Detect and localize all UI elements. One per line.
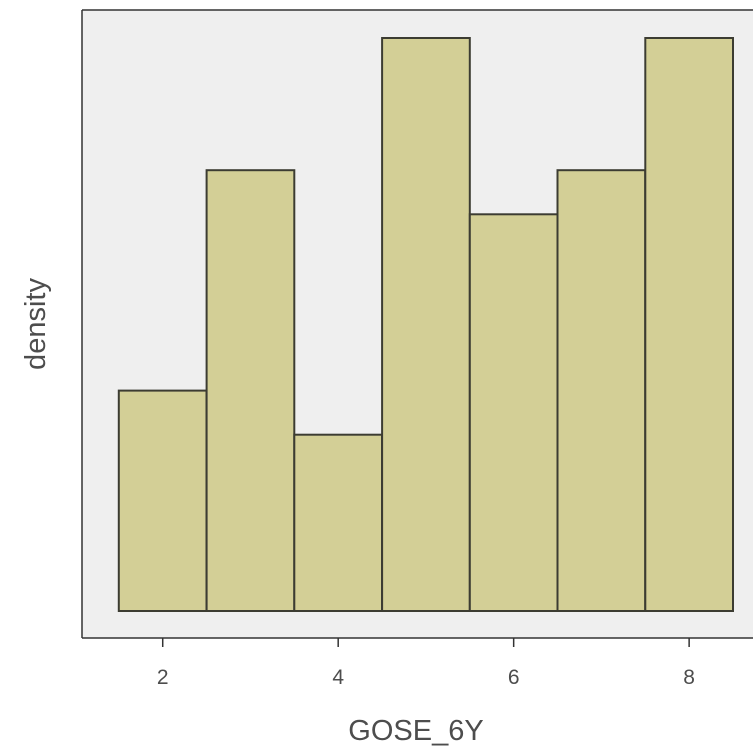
x-tick-label-2: 2 bbox=[157, 666, 169, 689]
histogram-bar-8 bbox=[644, 37, 734, 612]
histogram-bar-7 bbox=[556, 169, 647, 612]
histogram-bar-5 bbox=[381, 37, 471, 612]
histogram-bar-3 bbox=[205, 169, 296, 612]
y-axis-title: density bbox=[20, 278, 52, 370]
x-tick-label-8: 8 bbox=[683, 666, 695, 689]
bars-group bbox=[117, 37, 734, 613]
histogram-bar-6 bbox=[468, 213, 559, 613]
x-tick-label-6: 6 bbox=[508, 666, 520, 689]
x-axis-title: GOSE_6Y bbox=[348, 715, 483, 746]
histogram-bar-4 bbox=[293, 433, 383, 613]
x-ticks-group: 2 4 6 8 bbox=[157, 638, 695, 689]
x-tick-label-4: 4 bbox=[332, 666, 344, 689]
histogram-bar-2 bbox=[117, 389, 208, 612]
